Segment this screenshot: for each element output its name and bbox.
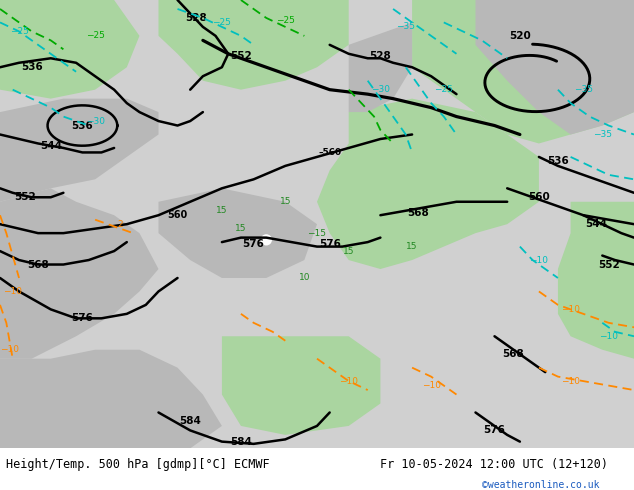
Text: 552: 552 [15,192,36,202]
Text: 568: 568 [27,260,49,270]
Polygon shape [0,98,158,202]
Text: 560: 560 [167,210,188,220]
Text: −25: −25 [212,18,231,27]
Text: −25: −25 [10,27,29,36]
Text: −25: −25 [86,31,105,40]
Text: Fr 10-05-2024 12:00 UTC (12+120): Fr 10-05-2024 12:00 UTC (12+120) [380,458,609,471]
Text: 536: 536 [72,121,93,130]
Text: −10: −10 [561,377,580,386]
Text: −10: −10 [3,287,22,296]
Text: −10: −10 [561,305,580,314]
Text: 576: 576 [72,313,93,323]
Text: 576: 576 [243,239,264,249]
Text: 568: 568 [503,349,524,359]
Text: −35: −35 [593,130,612,139]
Text: 15: 15 [406,242,418,251]
Polygon shape [0,188,158,359]
Polygon shape [158,0,349,90]
Text: −10: −10 [529,256,548,265]
Text: ©weatheronline.co.uk: ©weatheronline.co.uk [482,480,599,490]
Text: 2: 2 [118,220,123,229]
Text: −30: −30 [86,117,105,125]
Text: 15: 15 [280,197,291,206]
Text: −10: −10 [0,345,19,354]
Polygon shape [0,350,222,448]
Text: 544: 544 [40,141,61,151]
Text: 552: 552 [598,260,619,270]
Text: 15: 15 [235,224,247,233]
Text: −35: −35 [574,85,593,94]
Polygon shape [158,188,317,278]
Text: 15: 15 [343,246,354,256]
Text: 568: 568 [408,208,429,218]
Text: −10: −10 [599,332,618,341]
Text: 560: 560 [528,192,550,202]
Text: 576: 576 [319,239,340,249]
Text: 584: 584 [230,437,252,446]
Text: 552: 552 [230,51,252,61]
Text: −35: −35 [396,23,415,31]
Polygon shape [0,0,139,98]
Text: 528: 528 [186,13,207,23]
Polygon shape [412,0,634,144]
Text: −10: −10 [422,381,441,390]
Text: 528: 528 [370,51,391,61]
Polygon shape [222,336,380,435]
Text: 520: 520 [509,31,531,41]
Polygon shape [317,98,539,269]
Text: −10: −10 [339,377,358,386]
Text: 536: 536 [547,156,569,167]
Text: −15: −15 [307,229,327,238]
Text: −25: −25 [276,16,295,24]
Text: −30: −30 [371,85,390,94]
Text: −25: −25 [434,85,453,94]
Polygon shape [558,202,634,359]
Text: 544: 544 [585,219,607,229]
Text: 15: 15 [216,206,228,215]
Text: 536: 536 [21,62,42,72]
Text: 584: 584 [179,416,201,426]
Polygon shape [349,23,412,112]
Text: 576: 576 [484,425,505,436]
Polygon shape [476,0,634,135]
Text: Height/Temp. 500 hPa [gdmp][°C] ECMWF: Height/Temp. 500 hPa [gdmp][°C] ECMWF [6,458,270,471]
Ellipse shape [261,234,272,245]
Text: 10: 10 [299,273,310,282]
Text: –560: –560 [318,148,341,157]
